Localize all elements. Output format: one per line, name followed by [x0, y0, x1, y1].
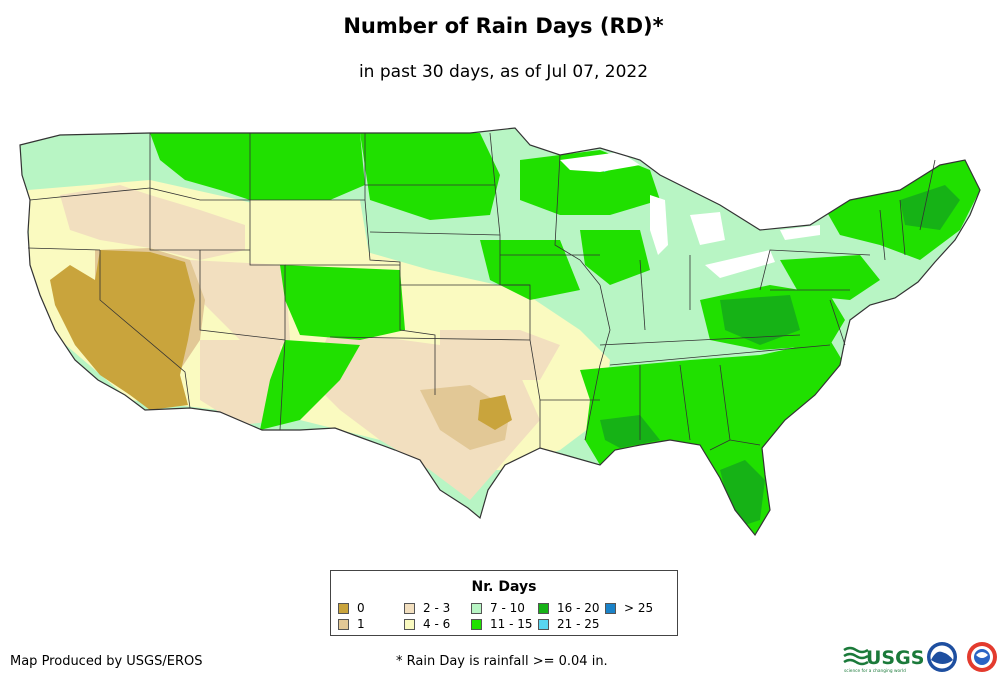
legend-title: Nr. Days — [471, 579, 537, 595]
legend-label: 1 — [357, 617, 365, 631]
footnote-text: * Rain Day is rainfall >= 0.04 in. — [396, 654, 608, 669]
noaa-logo — [927, 642, 957, 672]
legend-swatch — [605, 602, 616, 614]
legend: Nr. Days 0 1 2 - 3 4 - 6 7 - 10 11 - 15 … — [330, 570, 678, 636]
legend-swatch — [538, 618, 549, 630]
legend-label: 16 - 20 — [557, 601, 600, 615]
legend-label: 11 - 15 — [490, 617, 533, 631]
legend-label: > 25 — [624, 601, 654, 615]
legend-label: 7 - 10 — [490, 601, 525, 615]
legend-swatch — [471, 602, 482, 614]
map-title: Number of Rain Days (RD)* — [343, 14, 664, 38]
legend-item-7-10: 7 - 10 — [471, 601, 525, 615]
rain-day-regions — [20, 128, 980, 535]
legend-label: 0 — [357, 601, 365, 615]
agency-logos: USGS science for a changing world — [843, 642, 997, 674]
national-weather-service-logo — [967, 642, 997, 672]
usgs-logo: USGS science for a changing world — [843, 646, 924, 674]
legend-swatch — [404, 618, 415, 630]
legend-item-0: 0 — [338, 601, 365, 615]
legend-item-4-6: 4 - 6 — [404, 617, 450, 631]
legend-item-16-20: 16 - 20 — [538, 601, 600, 615]
svg-text:science for a changing world: science for a changing world — [844, 668, 906, 674]
svg-text:USGS: USGS — [866, 647, 924, 669]
credit-text: Map Produced by USGS/EROS — [10, 654, 203, 669]
legend-item-21-25: 21 - 25 — [538, 617, 600, 631]
legend-item-2-3: 2 - 3 — [404, 601, 450, 615]
legend-item-1: 1 — [338, 617, 365, 631]
legend-swatch — [338, 618, 349, 630]
legend-item-over-25: > 25 — [605, 601, 653, 615]
legend-label: 2 - 3 — [423, 601, 451, 615]
legend-item-11-15: 11 - 15 — [471, 617, 533, 631]
legend-label: 4 - 6 — [423, 617, 451, 631]
legend-label: 21 - 25 — [557, 617, 600, 631]
legend-swatch — [471, 618, 482, 630]
state-boundaries — [19, 127, 981, 536]
legend-swatch — [538, 602, 549, 614]
legend-swatch — [404, 602, 415, 614]
map-subtitle: in past 30 days, as of Jul 07, 2022 — [358, 62, 649, 82]
legend-swatch — [338, 602, 349, 614]
us-rain-days-map — [19, 127, 981, 536]
